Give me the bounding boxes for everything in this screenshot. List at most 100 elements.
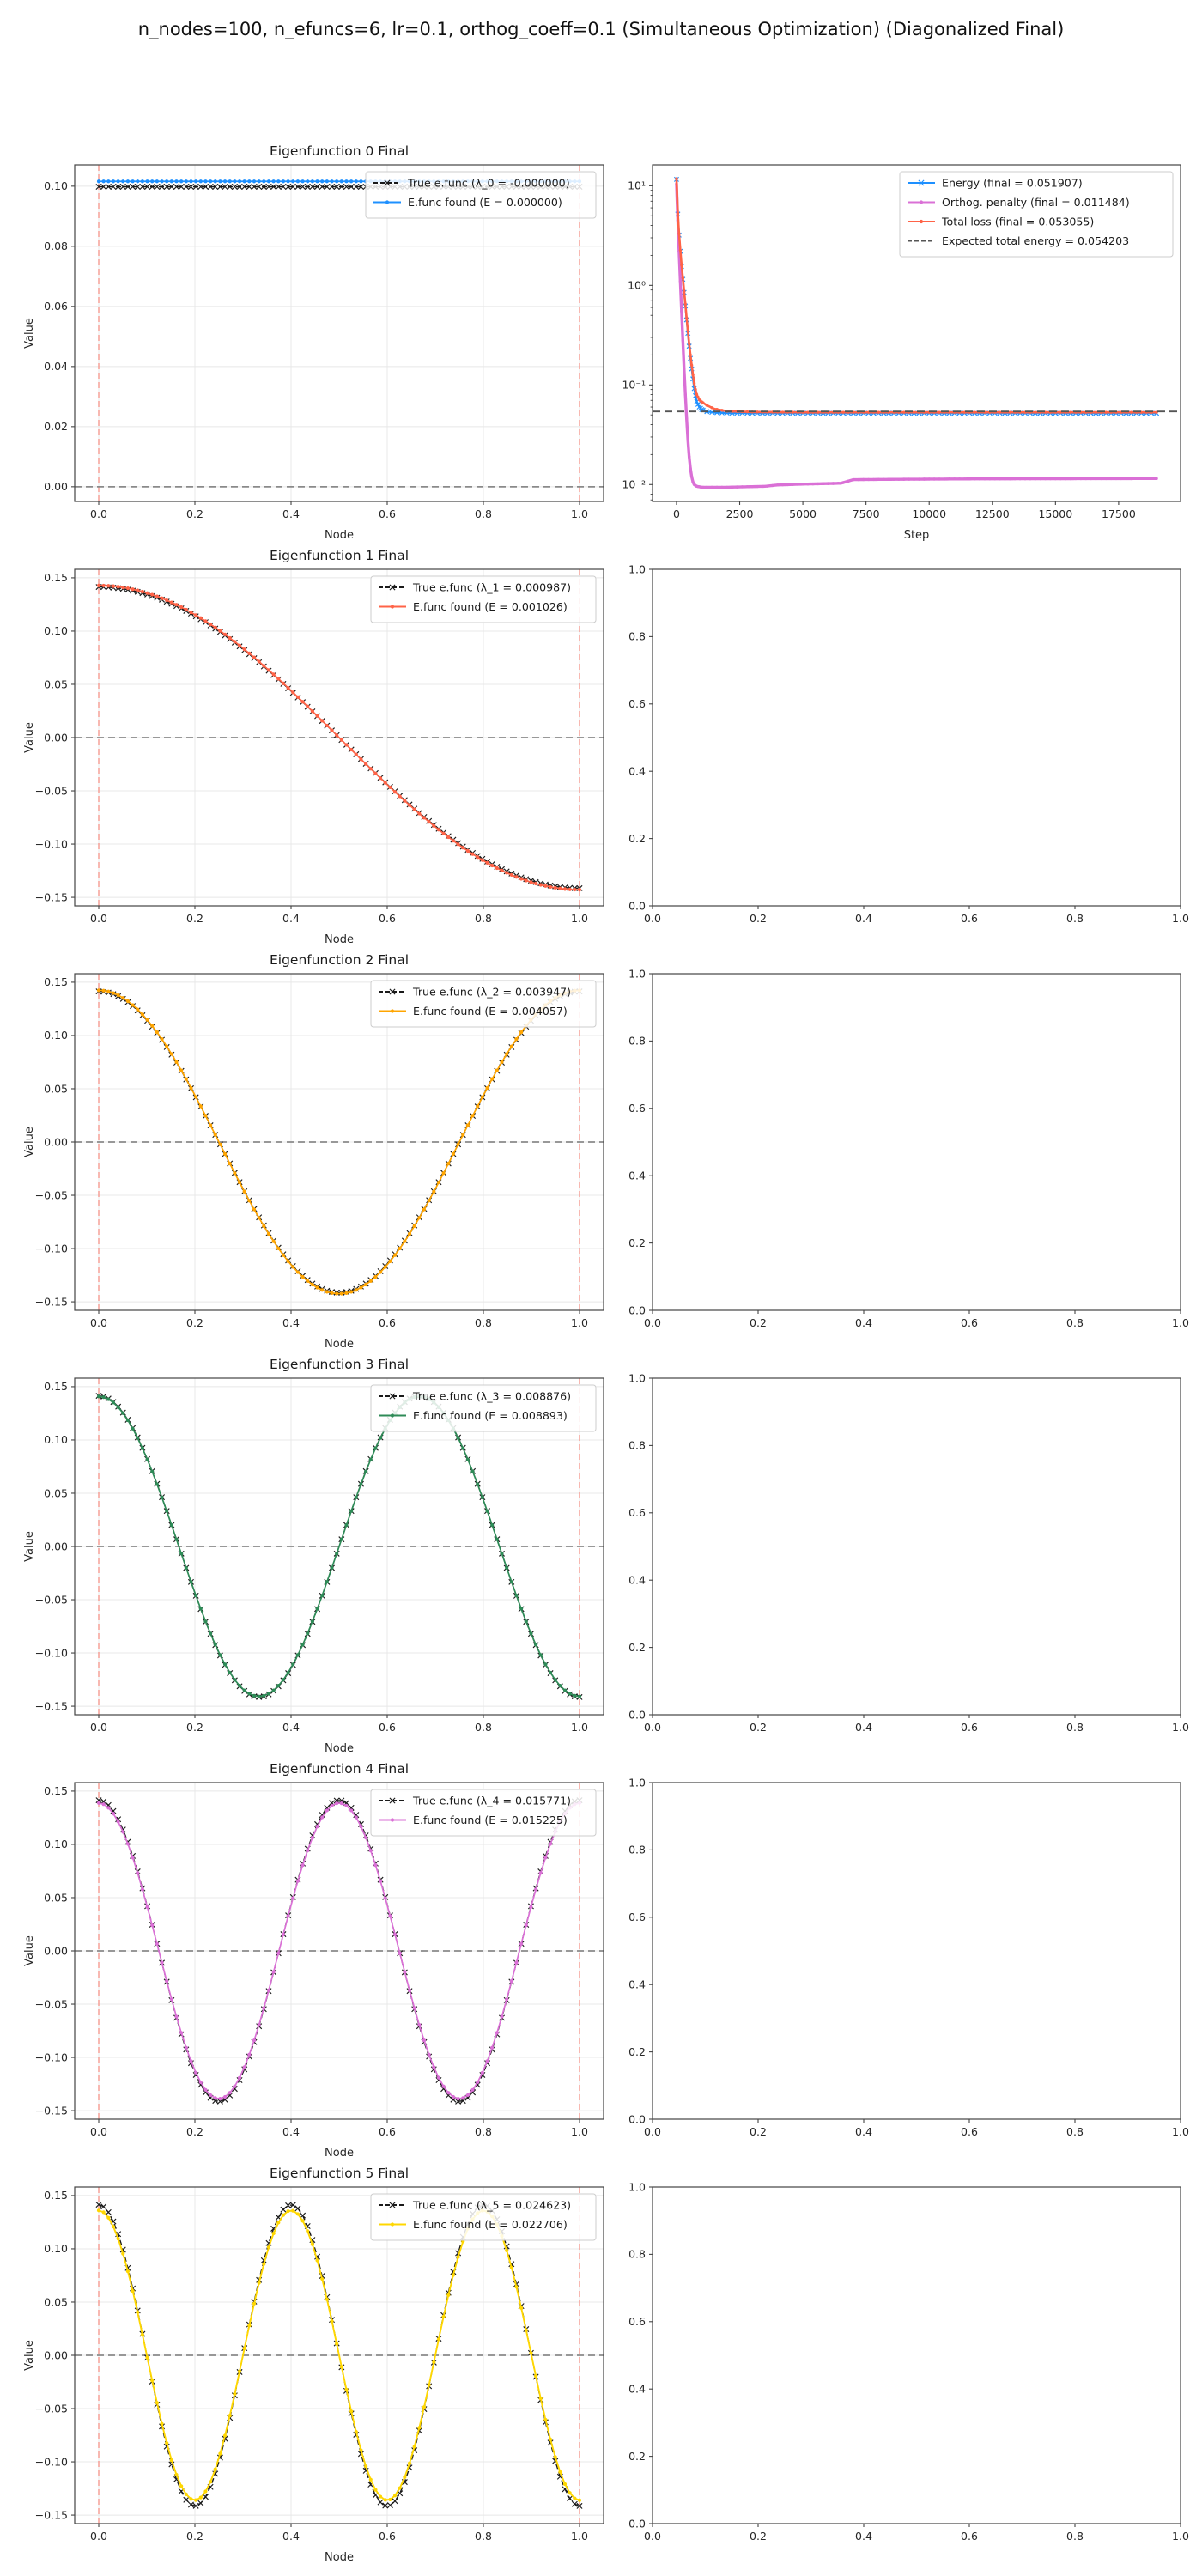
eigenfunction-1-svg: 0.0 0.2 0.4 0.6 0.8 1.0 −0.15 −0.10 −0.05 0.00 0.0… [23, 548, 604, 946]
y-axis-label: Value [23, 1935, 36, 1966]
svg-text:True e.func (λ_3 = 0.008876): True e.func (λ_3 = 0.008876) [412, 1389, 571, 1402]
svg-text:True e.func (λ_1 = 0.000987): True e.func (λ_1 = 0.000987) [412, 580, 571, 593]
chart-title: Eigenfunction 4 Final [270, 1761, 409, 1777]
axis-ticks: 0 2500 5000 7500 10000 12500 15000 17500 10⁻² 10⁻… [622, 179, 1135, 520]
svg-text:0.4: 0.4 [282, 1721, 300, 1734]
svg-text:10000: 10000 [912, 507, 946, 520]
legend: True e.func (λ_4 = 0.015771) E.func found… [370, 1789, 597, 1837]
eigenfunction-5-svg: 0.0 0.2 0.4 0.6 0.8 1.0 −0.15 −0.10 −0.05 0.00 0.0… [23, 2166, 604, 2564]
svg-text:Orthog. penalty (final = 0.011: Orthog. penalty (final = 0.011484) [942, 196, 1130, 209]
svg-text:0.2: 0.2 [186, 1721, 203, 1734]
svg-text:0.6: 0.6 [961, 2125, 978, 2138]
svg-text:0.6: 0.6 [379, 2530, 396, 2543]
svg-text:0: 0 [673, 507, 680, 520]
svg-text:0.6: 0.6 [961, 912, 978, 925]
svg-text:0.2: 0.2 [186, 2530, 203, 2543]
svg-text:0.2: 0.2 [628, 1236, 646, 1249]
legend: True e.func (λ_5 = 0.024623) E.func found… [370, 2193, 597, 2241]
empty-axes-3-svg: 0.0 0.2 0.4 0.6 0.8 1.0 0.0 0.2 0.4 0.6 0.8 1.0 [628, 1371, 1189, 1734]
x-axis-label: Node [325, 933, 354, 946]
svg-text:1.0: 1.0 [1172, 1721, 1189, 1734]
empty-axes-4-svg: 0.0 0.2 0.4 0.6 0.8 1.0 0.0 0.2 0.4 0.6 0.8 1.0 [628, 1776, 1189, 2138]
svg-text:0.4: 0.4 [282, 1316, 300, 1329]
svg-text:E.func found (E = 0.000000): E.func found (E = 0.000000) [408, 196, 562, 209]
axes-frame [652, 1782, 1181, 2120]
svg-text:7500: 7500 [853, 507, 880, 520]
svg-text:0.05: 0.05 [44, 1891, 68, 1904]
svg-text:0.8: 0.8 [475, 912, 492, 925]
svg-text:0.8: 0.8 [628, 2248, 646, 2261]
svg-text:10⁻¹: 10⁻¹ [622, 379, 646, 392]
y-axis-label: Value [23, 318, 36, 349]
svg-text:0.00: 0.00 [44, 1540, 68, 1552]
svg-text:0.8: 0.8 [475, 507, 492, 520]
legend: True e.func (λ_3 = 0.008876) E.func found… [370, 1384, 597, 1432]
axis-ticks: 0.0 0.2 0.4 0.6 0.8 1.0 0.0 0.2 0.4 0.6 0.8 1.0 [628, 562, 1189, 925]
axes-frame [652, 973, 1181, 1311]
svg-text:0.4: 0.4 [628, 1978, 646, 1991]
svg-text:−0.10: −0.10 [35, 1242, 68, 1255]
svg-text:0.4: 0.4 [628, 1574, 646, 1587]
svg-text:0.00: 0.00 [44, 1135, 68, 1148]
svg-text:1.0: 1.0 [571, 507, 588, 520]
y-axis-label: Value [23, 1531, 36, 1562]
svg-text:1.0: 1.0 [628, 2180, 646, 2193]
svg-text:0.15: 0.15 [44, 571, 68, 584]
svg-text:0.2: 0.2 [628, 2450, 646, 2463]
svg-text:−0.10: −0.10 [35, 2050, 68, 2063]
svg-text:1.0: 1.0 [628, 1371, 646, 1384]
empty-axes-5-svg: 0.0 0.2 0.4 0.6 0.8 1.0 0.0 0.2 0.4 0.6 0.8 1.0 [628, 2180, 1189, 2543]
svg-text:1.0: 1.0 [1172, 1316, 1189, 1329]
svg-text:0.4: 0.4 [282, 2530, 300, 2543]
svg-text:−0.15: −0.15 [35, 890, 68, 903]
svg-text:0.0: 0.0 [644, 1316, 661, 1329]
axes-frame [652, 2186, 1181, 2524]
eigenfunction-4-svg: 0.0 0.2 0.4 0.6 0.8 1.0 −0.15 −0.10 −0.05 0.00 0.0… [23, 1761, 604, 2160]
svg-text:0.4: 0.4 [855, 1316, 872, 1329]
svg-text:1.0: 1.0 [571, 1721, 588, 1734]
eigenfunction-0-chart: 0.0 0.2 0.4 0.6 0.8 1.0 0.00 0.02 0.04 0.06 0.08 0.… [23, 143, 604, 542]
chart-title: Eigenfunction 0 Final [270, 143, 409, 159]
svg-text:0.0: 0.0 [628, 1303, 646, 1316]
svg-text:1.0: 1.0 [1172, 2125, 1189, 2138]
svg-text:0.0: 0.0 [628, 899, 646, 912]
svg-text:10¹: 10¹ [628, 179, 646, 192]
axis-ticks: 0.0 0.2 0.4 0.6 0.8 1.0 0.0 0.2 0.4 0.6 0.8 1.0 [628, 2180, 1189, 2543]
svg-text:0.6: 0.6 [379, 507, 396, 520]
svg-text:−0.15: −0.15 [35, 2104, 68, 2117]
svg-text:0.8: 0.8 [1066, 1316, 1084, 1329]
svg-text:0.4: 0.4 [282, 2125, 300, 2138]
eigenfunction-4-chart: 0.0 0.2 0.4 0.6 0.8 1.0 −0.15 −0.10 −0.05 0.00 0.0… [23, 1761, 604, 2160]
svg-text:True e.func (λ_5 = 0.024623): True e.func (λ_5 = 0.024623) [412, 2198, 571, 2211]
svg-text:0.05: 0.05 [44, 1082, 68, 1095]
svg-text:−0.05: −0.05 [35, 2402, 68, 2415]
svg-text:0.15: 0.15 [44, 1380, 68, 1393]
svg-text:0.0: 0.0 [644, 2530, 661, 2543]
svg-text:0.4: 0.4 [855, 2530, 872, 2543]
svg-text:0.10: 0.10 [44, 1838, 68, 1850]
svg-text:−0.15: −0.15 [35, 1295, 68, 1308]
axis-ticks: 0.0 0.2 0.4 0.6 0.8 1.0 −0.15 −0.10 −0.05 0.00 0.0… [35, 571, 588, 925]
svg-text:E.func found (E = 0.015225): E.func found (E = 0.015225) [413, 1814, 568, 1826]
series-found [96, 988, 582, 1296]
eigenfunction-0-svg: 0.0 0.2 0.4 0.6 0.8 1.0 0.00 0.02 0.04 0.06 0.08 0.… [23, 143, 604, 542]
svg-text:0.0: 0.0 [90, 1316, 107, 1329]
svg-text:0.4: 0.4 [282, 912, 300, 925]
svg-text:15000: 15000 [1038, 507, 1072, 520]
axis-ticks: 0.0 0.2 0.4 0.6 0.8 1.0 −0.15 −0.10 −0.05 0.00 0.0… [35, 975, 588, 1329]
chart-title: Eigenfunction 3 Final [270, 1357, 409, 1372]
svg-text:0.6: 0.6 [628, 2315, 646, 2328]
svg-text:−0.05: −0.05 [35, 1188, 68, 1201]
svg-text:0.8: 0.8 [1066, 2530, 1084, 2543]
svg-text:1.0: 1.0 [571, 2530, 588, 2543]
empty-axes-4-chart: 0.0 0.2 0.4 0.6 0.8 1.0 0.0 0.2 0.4 0.6 0.8 1.0 [628, 1776, 1189, 2138]
svg-text:−0.15: −0.15 [35, 2508, 68, 2521]
svg-text:5000: 5000 [789, 507, 817, 520]
svg-text:0.10: 0.10 [44, 624, 68, 637]
svg-text:0.00: 0.00 [44, 2348, 68, 2361]
training-loss-chart: 0 2500 5000 7500 10000 12500 15000 17500 10⁻² 10⁻… [622, 164, 1181, 542]
svg-text:0.0: 0.0 [628, 2112, 646, 2125]
axes-frame [652, 164, 1181, 502]
svg-text:True e.func (λ_2 = 0.003947): True e.func (λ_2 = 0.003947) [412, 985, 571, 998]
svg-text:0.2: 0.2 [628, 832, 646, 845]
